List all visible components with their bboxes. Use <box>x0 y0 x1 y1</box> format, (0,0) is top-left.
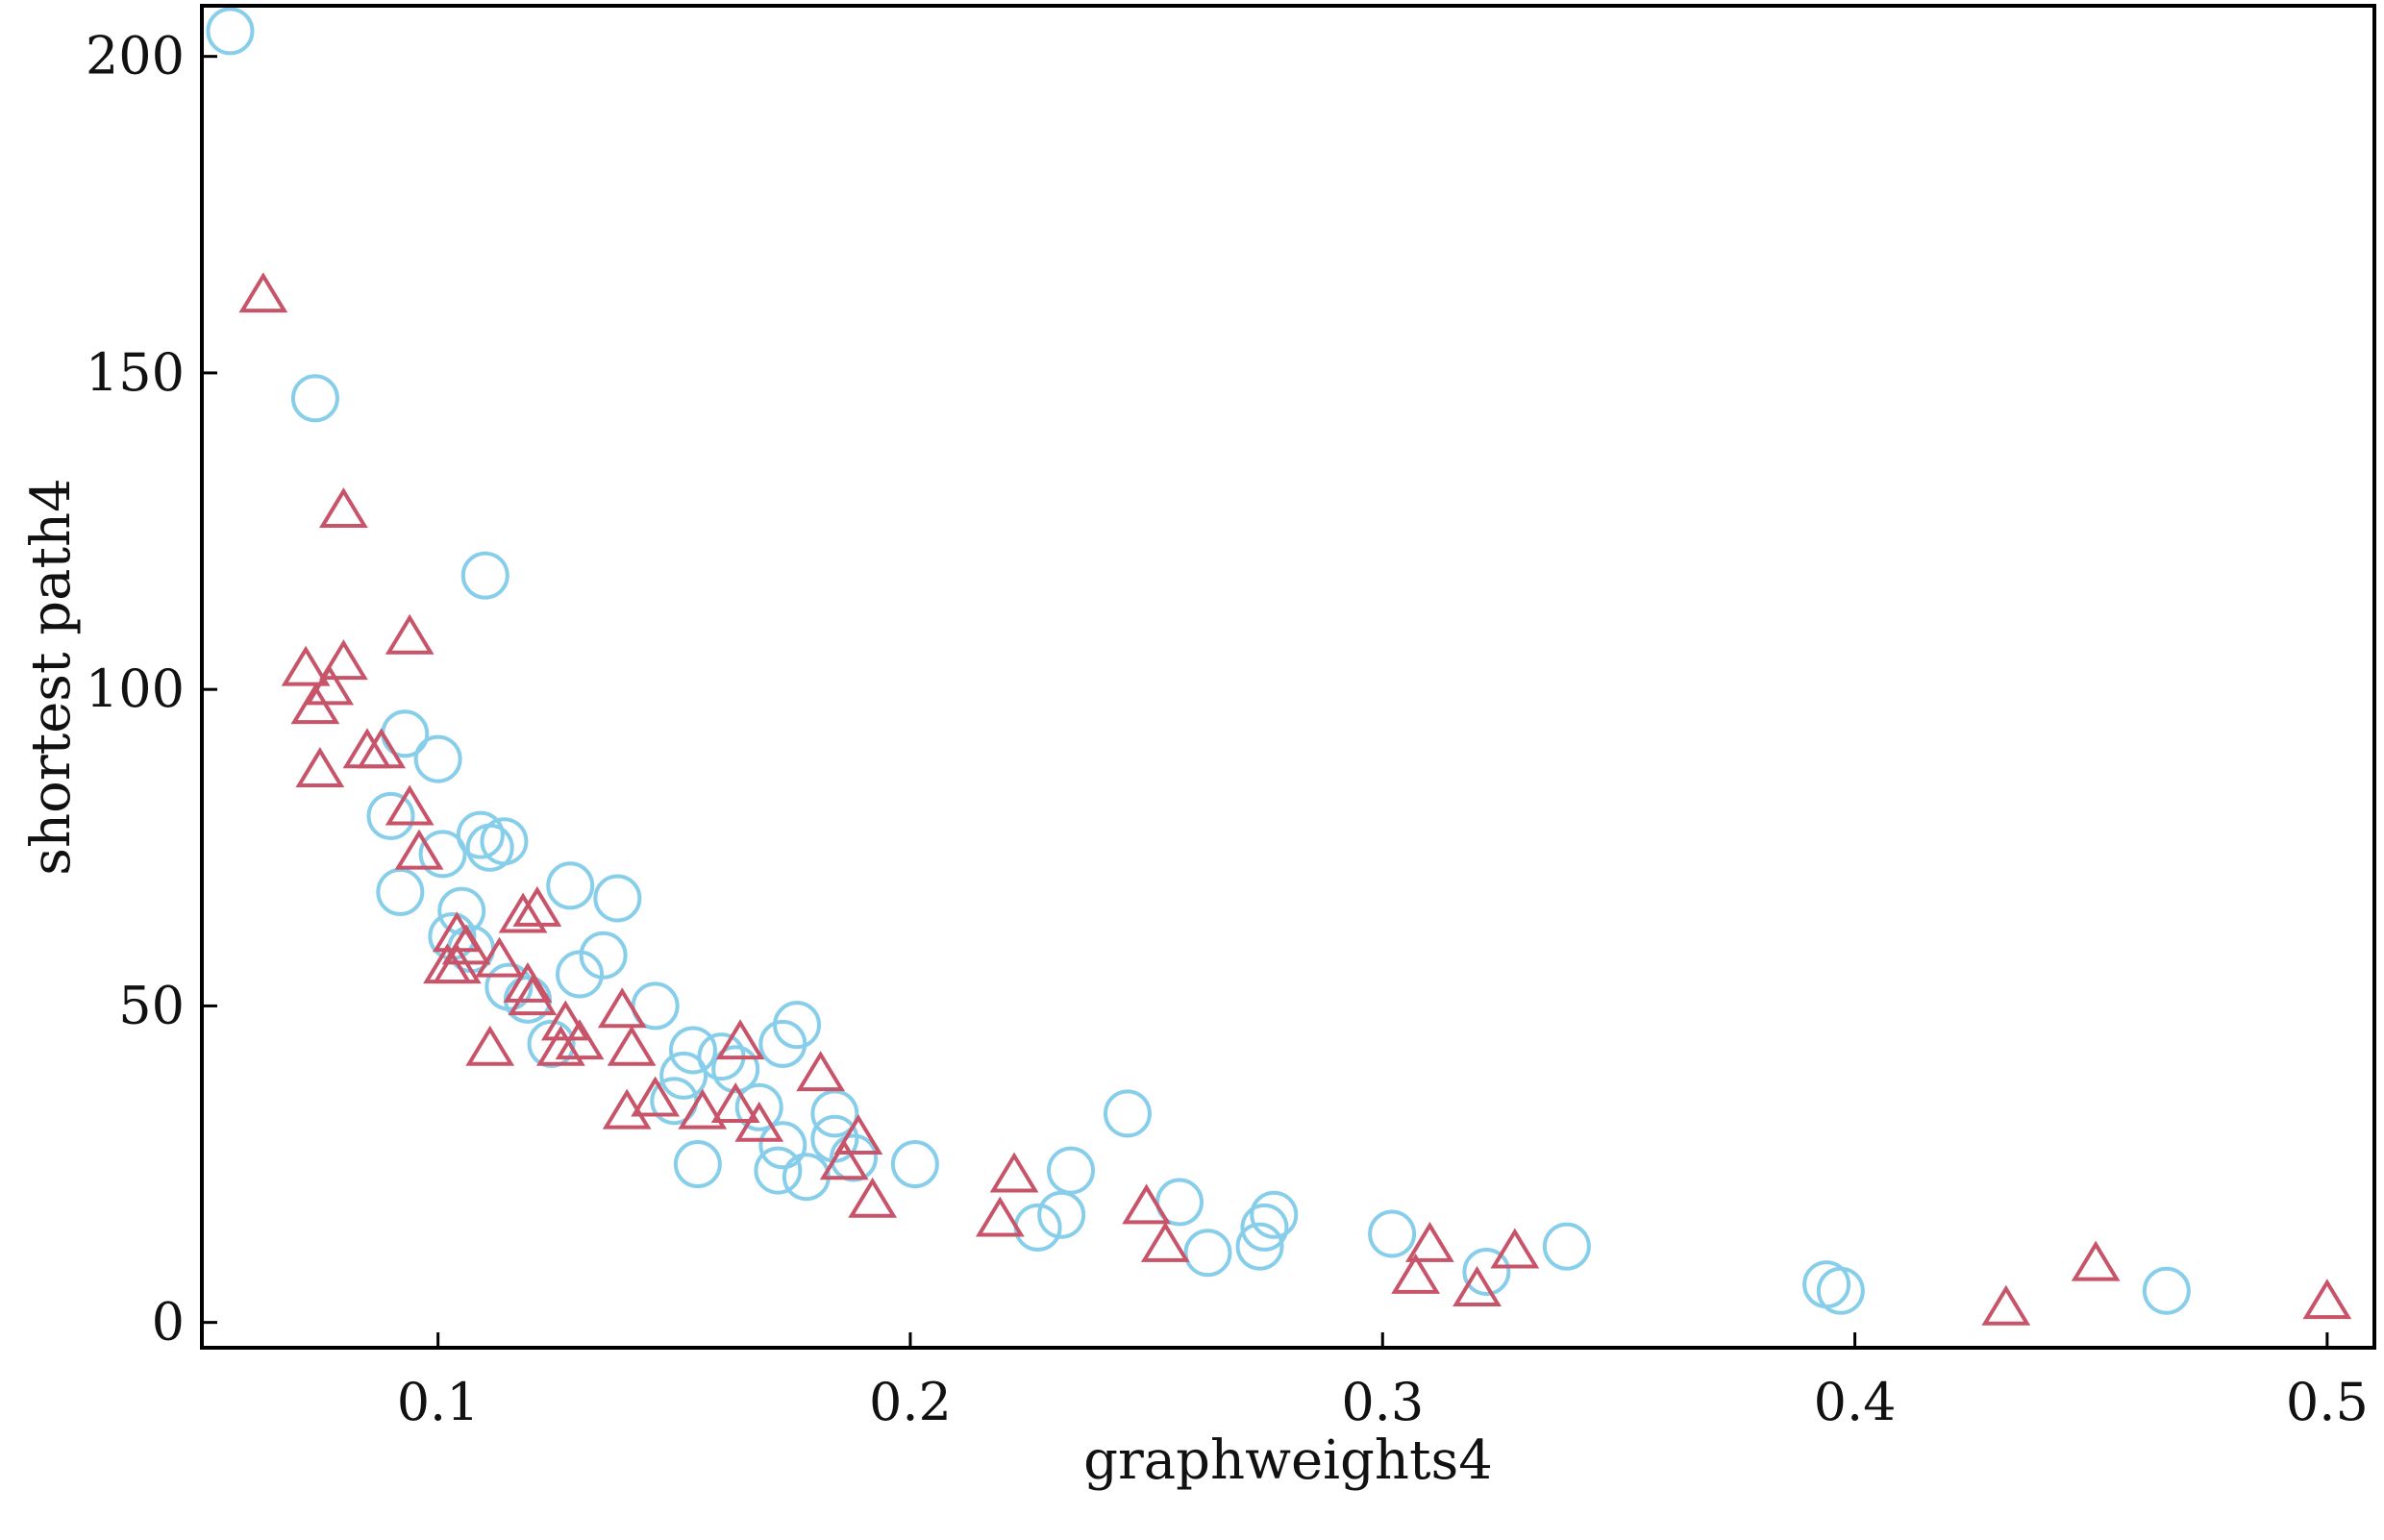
triangle-point <box>394 829 444 870</box>
triangle-point <box>512 885 562 927</box>
triangle-point <box>238 272 288 313</box>
triangle-point <box>2071 1240 2121 1281</box>
circle-point <box>1047 1146 1095 1195</box>
triangle-point <box>678 1088 728 1130</box>
circle-point <box>381 709 430 758</box>
x-tick-label: 0.3 <box>1341 1372 1424 1432</box>
triangle-point <box>1140 1221 1190 1262</box>
triangle-point <box>498 892 548 933</box>
y-axis-ticks: 0 50 100 150 200 <box>86 26 217 1353</box>
x-tick-label: 0.2 <box>869 1372 952 1432</box>
triangle-point <box>975 1196 1025 1237</box>
triangle-point <box>833 1113 883 1155</box>
triangle-point <box>631 1076 681 1117</box>
circle-point <box>1250 1190 1299 1239</box>
triangle-point <box>357 728 407 769</box>
circle-point <box>556 950 605 999</box>
triangle-point <box>1122 1183 1172 1225</box>
triangle-point <box>715 1019 765 1060</box>
circle-point <box>460 551 509 600</box>
y-tick-label: 100 <box>86 658 185 719</box>
circle-point <box>810 1089 859 1138</box>
circle-point <box>1183 1229 1232 1278</box>
triangle-point <box>465 1025 515 1066</box>
triangle-point <box>318 639 368 681</box>
triangle-point <box>1490 1228 1540 1269</box>
circle-point <box>206 7 255 56</box>
triangle-point <box>734 1101 784 1142</box>
circle-point <box>1240 1203 1289 1252</box>
circle-point <box>668 1026 717 1075</box>
triangle-point <box>796 1051 846 1092</box>
circle-point <box>659 1051 708 1100</box>
circle-point <box>711 1045 760 1094</box>
circle-point <box>546 861 595 910</box>
triangle-point <box>1453 1266 1502 1306</box>
triangle-point <box>385 784 435 826</box>
circle-point <box>754 1146 803 1195</box>
triangle-point <box>607 1025 657 1066</box>
triangle-point <box>535 1025 585 1066</box>
circle-point <box>1542 1222 1591 1271</box>
triangle-point <box>597 987 647 1029</box>
triangle-point <box>602 1088 652 1130</box>
triangle-point <box>989 1152 1039 1193</box>
circle-point <box>890 1140 939 1189</box>
circle-point <box>593 874 642 923</box>
circle-point <box>673 1140 722 1189</box>
triangle-point <box>2302 1279 2352 1320</box>
plot-frame <box>200 4 2376 1350</box>
circle-point <box>758 1121 807 1170</box>
triangle-point <box>1391 1253 1441 1294</box>
circle-point <box>1368 1209 1417 1258</box>
y-tick-label: 50 <box>118 975 185 1035</box>
circle-point <box>734 1082 783 1131</box>
y-tick-label: 0 <box>152 1292 185 1353</box>
circle-point <box>758 1019 807 1068</box>
circle-point <box>418 830 467 879</box>
circle-point <box>1462 1247 1511 1296</box>
y-tick-label: 200 <box>86 26 185 87</box>
circle-point <box>1235 1222 1284 1271</box>
circle-point <box>366 791 415 840</box>
x-tick-label: 0.4 <box>1814 1372 1897 1432</box>
triangle-point <box>848 1177 898 1218</box>
triangle-point <box>475 936 524 978</box>
y-axis-label: shortest path4 <box>20 478 83 875</box>
triangle-point <box>281 645 331 686</box>
triangle-point <box>295 747 345 788</box>
triangle-point <box>1981 1284 2031 1326</box>
triangle-point <box>508 975 558 1016</box>
x-tick-label: 0.5 <box>2286 1372 2369 1432</box>
circle-point <box>1037 1190 1086 1239</box>
triangle-point <box>432 943 482 984</box>
x-axis-ticks: 0.1 0.2 0.3 0.4 0.5 <box>397 1332 2369 1432</box>
triangle-point <box>819 1139 869 1180</box>
circle-point <box>1816 1266 1865 1315</box>
y-tick-label: 150 <box>86 342 185 403</box>
x-tick-label: 0.1 <box>397 1372 480 1432</box>
circle-point <box>2142 1266 2191 1315</box>
circle-point <box>290 374 339 423</box>
triangle-point <box>305 664 355 706</box>
data-points <box>206 7 2352 1326</box>
circle-point <box>830 1133 878 1182</box>
triangle-point <box>503 961 553 1003</box>
circle-point <box>376 867 425 916</box>
circle-point <box>413 734 462 783</box>
circle-point <box>1103 1089 1152 1138</box>
x-axis-label: graphweights4 <box>1083 1429 1493 1492</box>
triangle-point <box>1404 1221 1454 1262</box>
triangle-point <box>318 487 368 529</box>
triangle-point <box>385 613 435 655</box>
circle-point <box>527 1019 576 1068</box>
triangle-point <box>710 1082 760 1124</box>
circle-point <box>480 817 529 866</box>
circle-point <box>456 810 505 859</box>
